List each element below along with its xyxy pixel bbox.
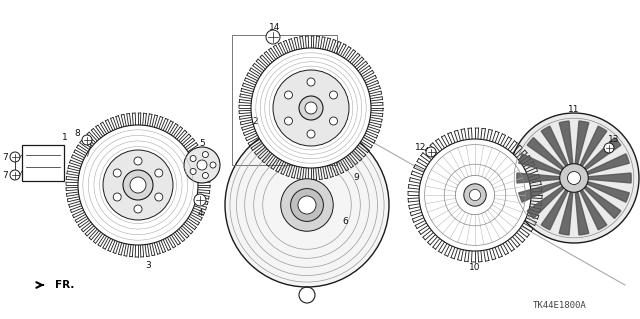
Circle shape: [194, 194, 206, 206]
Text: 2: 2: [252, 117, 258, 127]
Polygon shape: [541, 126, 568, 166]
Circle shape: [560, 164, 588, 192]
Circle shape: [155, 169, 163, 177]
Polygon shape: [587, 182, 629, 202]
Circle shape: [190, 168, 196, 174]
Polygon shape: [519, 154, 561, 174]
Polygon shape: [541, 190, 568, 230]
Circle shape: [202, 152, 209, 158]
Text: 12: 12: [415, 144, 427, 152]
Bar: [232, 35, 337, 165]
Circle shape: [426, 147, 436, 157]
Circle shape: [291, 189, 323, 221]
Circle shape: [184, 147, 220, 183]
Text: 6: 6: [342, 218, 348, 226]
Circle shape: [273, 70, 349, 146]
Circle shape: [330, 117, 337, 125]
Text: FR.: FR.: [55, 280, 74, 290]
Circle shape: [285, 91, 292, 99]
Circle shape: [210, 162, 216, 168]
Circle shape: [78, 125, 198, 245]
Text: 4: 4: [197, 209, 203, 218]
Polygon shape: [575, 192, 589, 235]
Polygon shape: [517, 173, 560, 183]
Circle shape: [10, 152, 20, 162]
Polygon shape: [559, 121, 573, 164]
Circle shape: [266, 30, 280, 44]
Polygon shape: [527, 186, 564, 219]
Circle shape: [155, 193, 163, 201]
Circle shape: [130, 177, 146, 193]
Polygon shape: [519, 182, 561, 202]
Polygon shape: [575, 121, 589, 164]
Text: 9: 9: [353, 174, 359, 182]
Circle shape: [10, 170, 20, 180]
Polygon shape: [580, 126, 607, 166]
Text: 11: 11: [568, 106, 580, 115]
Text: 5: 5: [199, 138, 205, 147]
Circle shape: [251, 48, 371, 168]
Polygon shape: [559, 192, 573, 235]
Circle shape: [419, 139, 531, 251]
Circle shape: [285, 117, 292, 125]
Circle shape: [509, 113, 639, 243]
Polygon shape: [584, 186, 621, 219]
Polygon shape: [580, 190, 607, 230]
Circle shape: [281, 179, 333, 231]
Circle shape: [134, 157, 142, 165]
Polygon shape: [588, 173, 631, 183]
Polygon shape: [587, 154, 629, 174]
Circle shape: [202, 173, 209, 178]
Circle shape: [305, 102, 317, 114]
Text: TK44E1800A: TK44E1800A: [533, 300, 587, 309]
Circle shape: [604, 143, 614, 153]
Circle shape: [113, 193, 121, 201]
Text: 7: 7: [2, 152, 8, 161]
Text: 13: 13: [608, 136, 620, 145]
Circle shape: [190, 156, 196, 161]
Polygon shape: [584, 137, 621, 170]
Circle shape: [307, 78, 315, 86]
Circle shape: [103, 150, 173, 220]
Text: 10: 10: [469, 263, 481, 271]
Circle shape: [82, 135, 92, 145]
Polygon shape: [527, 137, 564, 170]
Circle shape: [113, 169, 121, 177]
Circle shape: [469, 189, 481, 201]
Text: 14: 14: [269, 24, 281, 33]
Circle shape: [464, 184, 486, 206]
Circle shape: [225, 123, 389, 287]
Circle shape: [197, 160, 207, 170]
Circle shape: [330, 91, 337, 99]
Text: 1: 1: [62, 133, 68, 143]
Circle shape: [307, 130, 315, 138]
Circle shape: [298, 196, 316, 214]
Text: 8: 8: [74, 129, 80, 137]
Text: 3: 3: [145, 261, 151, 270]
Text: 7: 7: [2, 170, 8, 180]
Bar: [22, 145, 64, 181]
Circle shape: [299, 96, 323, 120]
Circle shape: [123, 170, 153, 200]
Circle shape: [134, 205, 142, 213]
Circle shape: [568, 172, 580, 184]
